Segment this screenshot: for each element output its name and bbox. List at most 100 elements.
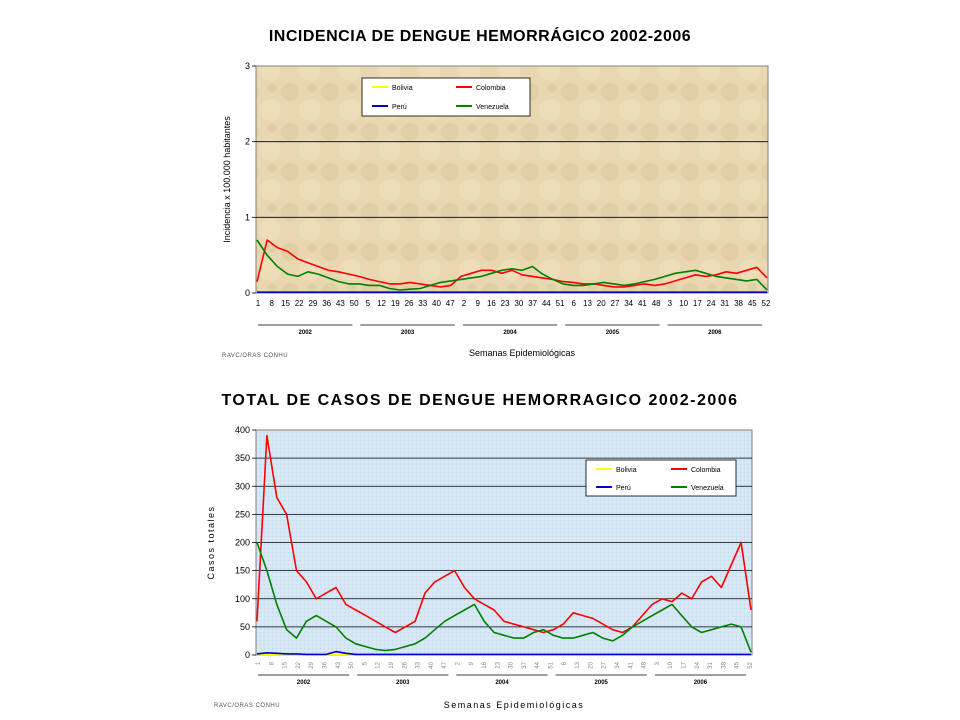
series-line-venezuela xyxy=(256,239,768,291)
x-tick-label: 15 xyxy=(283,661,289,668)
x-tick-label: 30 xyxy=(509,661,515,668)
x-tick-label: 37 xyxy=(528,299,537,308)
legend-entry: Colombia xyxy=(476,85,506,92)
x-tick-label: 15 xyxy=(281,299,290,308)
x-tick-label: 34 xyxy=(624,299,633,308)
x-tick-label: 26 xyxy=(402,661,408,668)
x-tick-label: 8 xyxy=(270,299,275,308)
x-tick-label: 44 xyxy=(535,661,541,668)
x-tick-label: 20 xyxy=(588,661,594,668)
year-label: 2002 xyxy=(299,330,313,336)
x-tick-label: 2 xyxy=(462,299,467,308)
y-axis-label: Incidencia x 100.000 habitantes xyxy=(222,116,232,243)
x-tick-label: 44 xyxy=(542,299,551,308)
x-tick-label: 41 xyxy=(628,661,634,668)
x-tick-label: 36 xyxy=(322,299,331,308)
x-tick-label: 16 xyxy=(482,661,488,668)
x-tick-label: 38 xyxy=(734,299,743,308)
y-tick-label: 300 xyxy=(235,481,250,491)
x-tick-label: 23 xyxy=(495,661,501,668)
x-tick-label: 40 xyxy=(429,661,435,668)
x-tick-label: 10 xyxy=(668,661,674,668)
x-tick-label: 5 xyxy=(366,299,371,308)
x-tick-label: 52 xyxy=(762,299,771,308)
x-tick-label: 19 xyxy=(389,661,395,668)
y-tick-label: 50 xyxy=(240,622,250,632)
y-tick-label: 150 xyxy=(235,566,250,576)
x-tick-label: 22 xyxy=(295,299,304,308)
x-tick-label: 47 xyxy=(446,299,455,308)
legend-entry: Bolivia xyxy=(616,467,637,474)
y-tick-label: 0 xyxy=(245,288,250,298)
chart-title-incidencia: INCIDENCIA DE DENGUE HEMORRÁGICO 2002-20… xyxy=(268,28,692,45)
x-tick-label: 1 xyxy=(256,299,261,308)
chart-title-total-casos: TOTAL DE CASOS DE DENGUE HEMORRAGICO 200… xyxy=(221,392,739,409)
legend-entry: Colombia xyxy=(691,467,721,474)
x-tick-label: 27 xyxy=(611,299,620,308)
y-tick-label: 100 xyxy=(235,594,250,604)
x-tick-label: 26 xyxy=(405,299,414,308)
x-tick-label: 27 xyxy=(602,661,608,668)
y-tick-label: 3 xyxy=(245,61,250,71)
legend-entry: Venezuela xyxy=(691,485,724,492)
y-tick-label: 2 xyxy=(245,137,250,147)
x-tick-label: 47 xyxy=(442,661,448,668)
x-tick-label: 51 xyxy=(549,661,555,668)
x-tick-label: 12 xyxy=(377,299,386,308)
x-tick-label: 13 xyxy=(575,661,581,668)
x-tick-label: 12 xyxy=(376,661,382,668)
x-tick-label: 24 xyxy=(695,661,701,668)
x-tick-label: 48 xyxy=(652,299,661,308)
legend-entry: Perú xyxy=(392,104,407,111)
year-label: 2005 xyxy=(606,330,620,336)
x-tick-label: 45 xyxy=(735,661,741,668)
x-tick-label: 38 xyxy=(721,661,727,668)
x-tick-label: 40 xyxy=(432,299,441,308)
x-tick-label: 51 xyxy=(556,299,565,308)
x-tick-label: 43 xyxy=(336,661,342,668)
year-label: 2006 xyxy=(694,680,708,686)
series-line-colombia xyxy=(256,239,768,288)
x-tick-label: 20 xyxy=(597,299,606,308)
year-label: 2004 xyxy=(495,680,509,686)
x-tick-label: 9 xyxy=(475,299,480,308)
x-tick-label: 17 xyxy=(693,299,702,308)
x-tick-label: 17 xyxy=(682,661,688,668)
legend-box xyxy=(361,77,531,117)
legend-entry: Perú xyxy=(616,485,631,492)
x-tick-label: 52 xyxy=(748,661,754,668)
x-tick-label: 31 xyxy=(720,299,729,308)
y-tick-label: 400 xyxy=(235,425,250,435)
x-tick-label: 1 xyxy=(256,661,262,665)
x-tick-label: 48 xyxy=(642,661,648,668)
x-tick-label: 24 xyxy=(707,299,716,308)
x-tick-label: 30 xyxy=(514,299,523,308)
legend-entry: Bolivia xyxy=(392,85,413,92)
x-tick-label: 50 xyxy=(350,299,359,308)
x-tick-label: 45 xyxy=(748,299,757,308)
x-tick-label: 34 xyxy=(615,661,621,668)
x-tick-label: 19 xyxy=(391,299,400,308)
x-tick-label: 41 xyxy=(638,299,647,308)
legend-box xyxy=(585,459,737,497)
x-axis-label: Semanas Epidemiológicas xyxy=(444,700,585,710)
x-tick-label: 16 xyxy=(487,299,496,308)
x-tick-label: 6 xyxy=(572,299,577,308)
y-tick-label: 350 xyxy=(235,453,250,463)
y-tick-label: 200 xyxy=(235,538,250,548)
y-tick-label: 1 xyxy=(245,212,250,222)
x-tick-label: 3 xyxy=(668,299,673,308)
year-label: 2005 xyxy=(595,680,609,686)
x-tick-label: 33 xyxy=(418,299,427,308)
x-tick-label: 2 xyxy=(455,661,461,665)
year-label: 2003 xyxy=(396,680,410,686)
x-tick-label: 22 xyxy=(296,661,302,668)
credit-text: RAVC/ORAS CONHU xyxy=(222,353,289,359)
x-tick-label: 9 xyxy=(469,661,475,665)
x-tick-label: 6 xyxy=(562,661,568,665)
year-label: 2004 xyxy=(503,330,517,336)
x-tick-label: 37 xyxy=(522,661,528,668)
series-line-colombia xyxy=(256,434,752,634)
